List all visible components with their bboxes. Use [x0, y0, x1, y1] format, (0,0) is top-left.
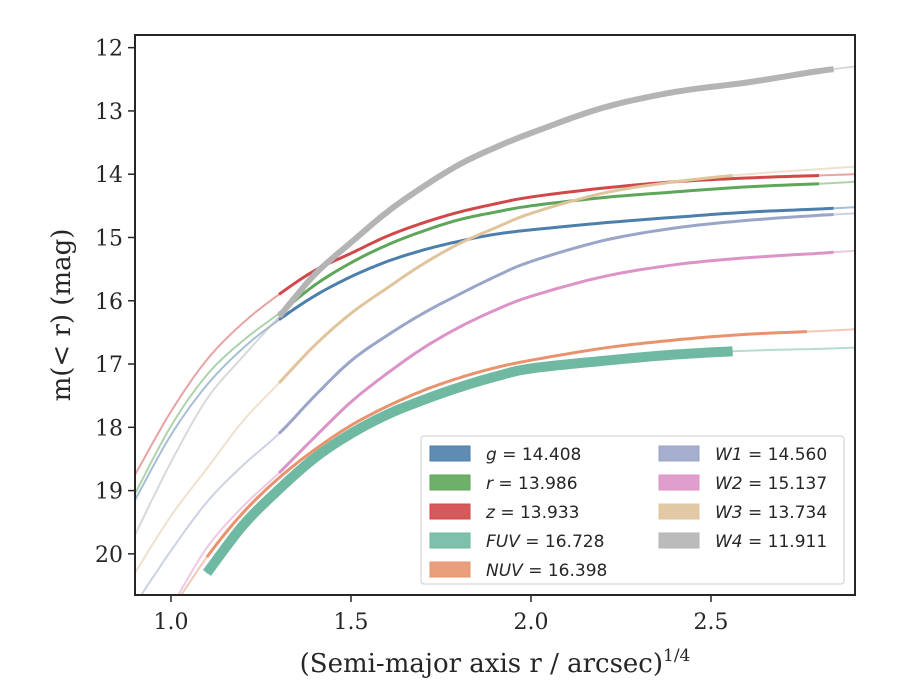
series-w2-line	[277, 250, 834, 474]
x-tick-label: 2.0	[514, 610, 549, 635]
legend-frame	[420, 435, 845, 585]
legend-swatch-r	[429, 474, 471, 491]
legend-label-w3: W3 = 13.734	[715, 503, 827, 523]
legend-label-nuv: NUV = 16.398	[486, 561, 607, 581]
x-axis-title: (Semi-major axis r / arcsec)1/4	[300, 646, 691, 679]
x-tick-label: 2.5	[694, 610, 729, 635]
series-nuv-line	[205, 330, 807, 558]
series-g-line	[278, 206, 834, 321]
series-w4-line	[276, 66, 834, 319]
legend-label-fuv: FUV = 16.728	[486, 532, 604, 552]
y-tick-label: 20	[95, 543, 123, 568]
legend-label-w1: W1 = 14.560	[715, 445, 827, 465]
x-tick-label: 1.0	[154, 610, 189, 635]
y-tick-label: 19	[95, 480, 123, 505]
x-axis-title-main: (Semi-major axis r / arcsec)	[300, 649, 663, 679]
legend-swatch-g	[429, 445, 471, 462]
y-axis-title: m(< r) (mag)	[47, 229, 77, 402]
x-tick-label: 1.5	[334, 610, 369, 635]
legend-label-w4: W4 = 11.911	[715, 532, 827, 552]
series-w1-line	[277, 213, 834, 435]
legend-label-w2: W2 = 15.137	[715, 474, 827, 494]
legend-label-z: z = 13.933	[485, 503, 579, 523]
y-tick-label: 12	[95, 37, 123, 62]
series-w3-line	[277, 174, 733, 385]
legend-swatch-w3	[658, 503, 700, 520]
series-layer	[135, 65, 855, 595]
y-tick-label: 15	[95, 226, 123, 251]
y-axis-ticks: 12 13 14 15 16 17 18 19 20	[95, 37, 135, 568]
plot-frame	[134, 34, 856, 596]
legend-swatch-w2	[658, 474, 700, 491]
y-tick-label: 17	[95, 353, 123, 378]
legend-label-g: g = 14.408	[486, 445, 581, 465]
legend-swatch-nuv	[429, 561, 471, 578]
series-r-line	[278, 182, 820, 315]
legend-swatch-w1	[658, 445, 700, 462]
y-tick-label: 14	[95, 163, 123, 188]
y-tick-label: 13	[95, 100, 123, 125]
legend-swatch-fuv	[429, 532, 471, 549]
x-axis-title-exponent: 1/4	[663, 646, 690, 666]
series-fuv-line	[202, 346, 733, 576]
y-tick-label: 18	[95, 416, 123, 441]
x-axis-ticks: 1.0 1.5 2.0 2.5	[154, 595, 729, 635]
legend-swatch-w4	[658, 532, 700, 549]
legend: g = 14.408 r = 13.986 z = 13.933 FUV = 16.7…	[420, 435, 845, 585]
legend-swatch-z	[429, 503, 471, 520]
y-tick-label: 16	[95, 290, 123, 315]
legend-label-r: r = 13.986	[486, 474, 578, 494]
